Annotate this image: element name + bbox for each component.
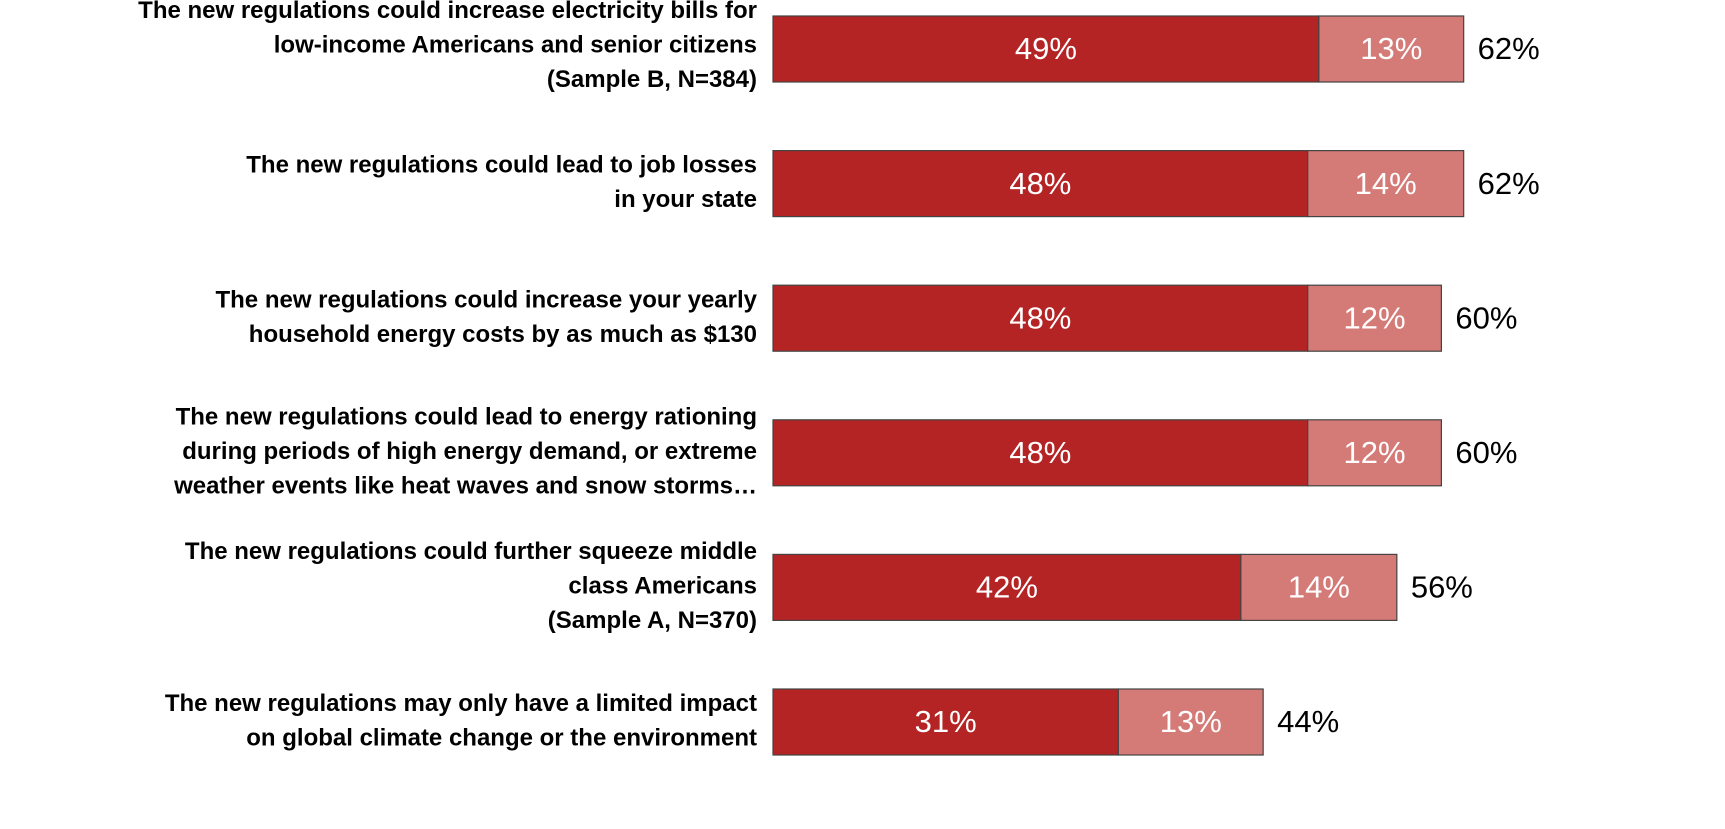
category-label: The new regulations may only have a limi… (165, 690, 757, 717)
category-label: The new regulations could further squeez… (185, 538, 757, 565)
category-label: The new regulations could increase your … (215, 286, 757, 313)
value-label: 48% (1009, 435, 1071, 470)
category-label: in your state (614, 186, 757, 213)
total-label: 60% (1455, 300, 1517, 335)
value-label: 49% (1015, 31, 1077, 66)
category-label: low-income Americans and senior citizens (274, 31, 757, 58)
value-label: 48% (1009, 300, 1071, 335)
bar-segment (1307, 419, 1442, 487)
category-label: (Sample B, N=384) (547, 66, 757, 93)
bar-segment (1117, 688, 1264, 756)
category-label: class Americans (568, 573, 757, 600)
bar-segment (1318, 15, 1465, 83)
bar-segment (772, 553, 1242, 622)
category-label: The new regulations could lead to energy… (176, 404, 757, 431)
category-label: The new regulations could lead to job lo… (246, 152, 757, 179)
category-label: household energy costs by as much as $13… (249, 321, 757, 348)
value-label: 13% (1360, 31, 1422, 66)
total-label: 62% (1478, 166, 1540, 201)
value-label: 13% (1160, 704, 1222, 739)
bar-segment (1240, 553, 1398, 622)
category-label: on global climate change or the environm… (246, 725, 757, 752)
total-label: 60% (1455, 435, 1517, 470)
value-label: 12% (1344, 300, 1406, 335)
bar-segment (772, 284, 1309, 352)
total-label: 62% (1478, 31, 1540, 66)
bar-segment (1307, 284, 1442, 352)
value-label: 14% (1355, 166, 1417, 201)
value-label: 42% (976, 570, 1038, 605)
category-label: during periods of high energy demand, or… (182, 438, 757, 465)
total-label: 44% (1277, 704, 1339, 739)
bar-segment (1307, 150, 1465, 218)
value-label: 12% (1344, 435, 1406, 470)
category-label: The new regulations could increase elect… (138, 0, 757, 24)
total-label: 56% (1411, 570, 1473, 605)
value-label: 31% (915, 704, 977, 739)
value-label: 14% (1288, 570, 1350, 605)
bar-segment (772, 419, 1309, 487)
category-label: weather events like heat waves and snow … (173, 473, 757, 500)
bar-segment (772, 150, 1309, 218)
category-label: (Sample A, N=370) (548, 607, 757, 634)
value-label: 48% (1009, 166, 1071, 201)
bar-segment (772, 15, 1320, 83)
